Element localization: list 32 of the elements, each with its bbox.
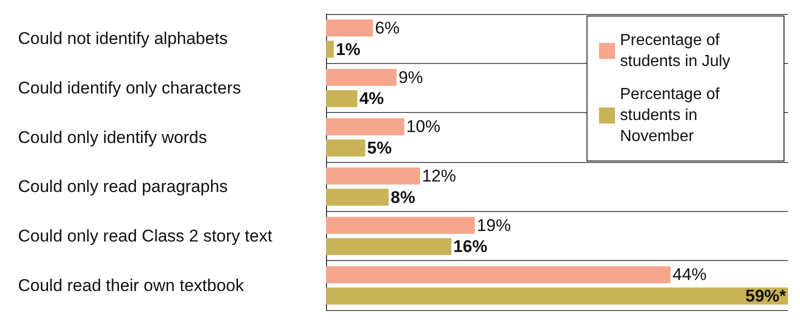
bar <box>326 216 475 234</box>
data-label: 19% <box>476 216 511 235</box>
y-tick-label: Could only read paragraphs <box>18 177 228 196</box>
data-label: 44% <box>672 265 707 284</box>
bar <box>326 168 420 185</box>
data-label: 12% <box>422 166 456 186</box>
bar <box>326 118 404 136</box>
y-tick-label: Could identify only characters <box>18 78 242 98</box>
bar <box>326 139 366 156</box>
data-label: 6% <box>374 18 400 38</box>
bar <box>326 40 334 58</box>
data-label: 1% <box>336 40 360 59</box>
legend-label: Percentage of students in November <box>620 86 724 145</box>
y-tick-label: Could only identify words <box>18 128 207 147</box>
legend-label: Precentage of students in July <box>620 32 730 70</box>
y-tick-label: Could read their own textbook <box>18 276 244 295</box>
bar <box>326 287 788 304</box>
bar <box>326 266 671 284</box>
data-label: 59%* <box>745 286 786 306</box>
bar <box>326 188 389 206</box>
bar <box>326 68 396 86</box>
data-label: 9% <box>398 68 424 87</box>
y-tick-label: Could not identify alphabets <box>18 29 228 48</box>
data-label: 4% <box>359 89 384 108</box>
bar <box>326 90 358 108</box>
data-label: 5% <box>367 138 392 158</box>
data-label: 16% <box>453 237 488 256</box>
y-tick-label: Could only read Class 2 story text <box>18 226 272 246</box>
data-label: 10% <box>406 117 440 136</box>
bar <box>326 238 452 256</box>
bar <box>326 20 373 37</box>
data-label: 8% <box>390 188 416 207</box>
